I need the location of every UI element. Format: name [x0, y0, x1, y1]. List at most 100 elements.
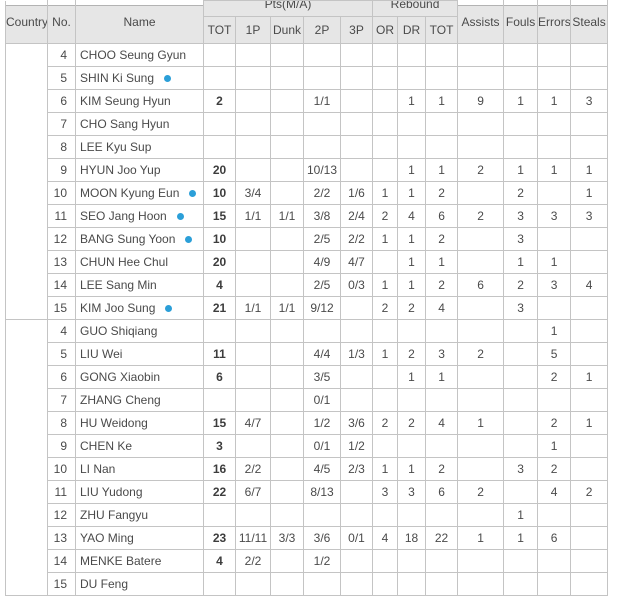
- stat-cell-reb_dr: 1: [397, 89, 427, 113]
- stat-cell-pts_tot: 6: [203, 365, 236, 389]
- stat-cell-3p: [339, 319, 374, 343]
- stat-cell-1p: [235, 388, 271, 412]
- stat-cell-reb_or: [372, 158, 399, 182]
- stat-cell-2p: [303, 135, 341, 159]
- stat-cell-steals: [570, 342, 609, 366]
- stat-cell-fouls: [503, 112, 539, 136]
- stat-cell-errors: [537, 503, 572, 527]
- stat-cell-fouls: 1: [503, 89, 539, 113]
- player-row: 8 LEE Kyu Sup: [6, 135, 609, 159]
- stat-cell-steals: [570, 526, 609, 550]
- stat-cell-assists: [457, 572, 505, 596]
- player-name-cell: SHIN Ki Sung: [75, 66, 204, 90]
- stat-cell-1p: [235, 503, 271, 527]
- stat-cell-steals: 1: [570, 411, 609, 435]
- stat-cell-reb_dr: 1: [397, 365, 427, 389]
- stat-cell-3p: [339, 158, 374, 182]
- stat-cell-errors: 6: [537, 526, 572, 550]
- stat-cell-1p: 1/1: [235, 296, 271, 320]
- player-number-cell: 9: [47, 158, 76, 182]
- stat-cell-pts_tot: 20: [203, 158, 236, 182]
- stat-cell-errors: 1: [537, 434, 572, 458]
- player-row: 15 KIM Joo Sung 21 1/1 1/1 9/12 2 2 4 3: [6, 296, 609, 320]
- stat-cell-pts_tot: [203, 43, 236, 67]
- stat-cell-1p: [235, 365, 271, 389]
- stat-cell-3p: 1/6: [339, 181, 374, 205]
- stat-cell-fouls: 3: [503, 227, 539, 251]
- stat-cell-fouls: [503, 388, 539, 412]
- stat-cell-reb_tot: [425, 434, 459, 458]
- stat-cell-errors: 2: [537, 457, 572, 481]
- player-row: 12 ZHU Fangyu 1: [6, 503, 609, 527]
- player-name: ZHU Fangyu: [80, 508, 149, 522]
- player-name: MOON Kyung Eun: [80, 186, 180, 200]
- stat-cell-assists: 2: [457, 342, 505, 366]
- stat-cell-errors: [537, 43, 572, 67]
- stat-cell-fouls: [503, 66, 539, 90]
- stat-cell-2p: 8/13: [303, 480, 341, 504]
- player-row: 10 MOON Kyung Eun 10 3/4 2/2 1/6 1 1 2 2 1: [6, 181, 609, 205]
- stat-cell-steals: 3: [570, 204, 609, 228]
- player-name-cell: CHOO Seung Gyun: [75, 43, 204, 67]
- stat-cell-reb_dr: [397, 135, 427, 159]
- player-name: LEE Sang Min: [80, 278, 157, 292]
- stat-cell-reb_dr: 1: [397, 273, 427, 297]
- stat-cell-3p: [339, 549, 374, 573]
- player-row: 11 LIU Yudong 22 6/7 8/13 3 3 6 2 4 2: [6, 480, 609, 504]
- player-number-cell: 10: [47, 181, 76, 205]
- stat-cell-3p: 2/2: [339, 227, 374, 251]
- stat-cell-fouls: 3: [503, 204, 539, 228]
- starter-dot-icon: [176, 213, 184, 221]
- stat-cell-reb_tot: 3: [425, 342, 459, 366]
- stat-cell-assists: [457, 250, 505, 274]
- stat-cell-2p: 2/2: [303, 181, 341, 205]
- player-name-cell: LI Nan: [75, 457, 204, 481]
- player-name: LI Nan: [80, 462, 116, 476]
- stat-cell-steals: [570, 43, 609, 67]
- player-row: 14 MENKE Batere 4 2/2 1/2: [6, 549, 609, 573]
- stat-cell-dunk: [270, 66, 304, 90]
- stat-cell-2p: [303, 112, 341, 136]
- stat-cell-2p: 3/6: [303, 526, 341, 550]
- player-name-cell: CHUN Hee Chul: [75, 250, 204, 274]
- stat-cell-1p: [235, 89, 271, 113]
- starter-dot-icon: [164, 75, 172, 83]
- stat-cell-assists: [457, 43, 505, 67]
- rebound-group-label: Rebound: [390, 0, 440, 11]
- stat-cell-fouls: [503, 434, 539, 458]
- stat-cell-errors: 1: [537, 250, 572, 274]
- stat-cell-reb_or: [372, 434, 399, 458]
- player-name-cell: MOON Kyung Eun: [75, 181, 204, 205]
- stat-cell-3p: 3/6: [339, 411, 374, 435]
- player-name: DU Feng: [80, 577, 129, 591]
- stat-cell-errors: [537, 296, 572, 320]
- stat-cell-1p: [235, 135, 271, 159]
- stat-cell-reb_or: 2: [372, 204, 399, 228]
- stat-cell-reb_tot: 1: [425, 365, 459, 389]
- stat-cell-2p: 2/5: [303, 273, 341, 297]
- stat-cell-2p: 4/5: [303, 457, 341, 481]
- stat-cell-pts_tot: 11: [203, 342, 236, 366]
- stat-cell-dunk: [270, 434, 304, 458]
- stat-cell-assists: 2: [457, 158, 505, 182]
- col-header-steals: Steals: [570, 0, 609, 44]
- stat-cell-reb_or: 4: [372, 526, 399, 550]
- stat-cell-dunk: [270, 319, 304, 343]
- stat-cell-fouls: [503, 43, 539, 67]
- stat-cell-errors: [537, 388, 572, 412]
- stat-cell-reb_dr: [397, 112, 427, 136]
- player-name: SHIN Ki Sung: [80, 71, 155, 85]
- stat-cell-reb_dr: 2: [397, 296, 427, 320]
- stat-cell-steals: [570, 296, 609, 320]
- stat-cell-steals: [570, 503, 609, 527]
- player-name-cell: HYUN Joo Yup: [75, 158, 204, 182]
- stat-cell-steals: [570, 227, 609, 251]
- header-group-row: Country No. Name Pts(M/A) Rebound Assist…: [5, 0, 609, 44]
- stat-cell-dunk: [270, 112, 304, 136]
- stat-cell-fouls: 1: [503, 158, 539, 182]
- stat-cell-dunk: [270, 457, 304, 481]
- stat-cell-errors: 2: [537, 411, 572, 435]
- stat-cell-reb_or: [372, 66, 399, 90]
- stat-cell-pts_tot: 16: [203, 457, 236, 481]
- player-name-cell: LEE Kyu Sup: [75, 135, 204, 159]
